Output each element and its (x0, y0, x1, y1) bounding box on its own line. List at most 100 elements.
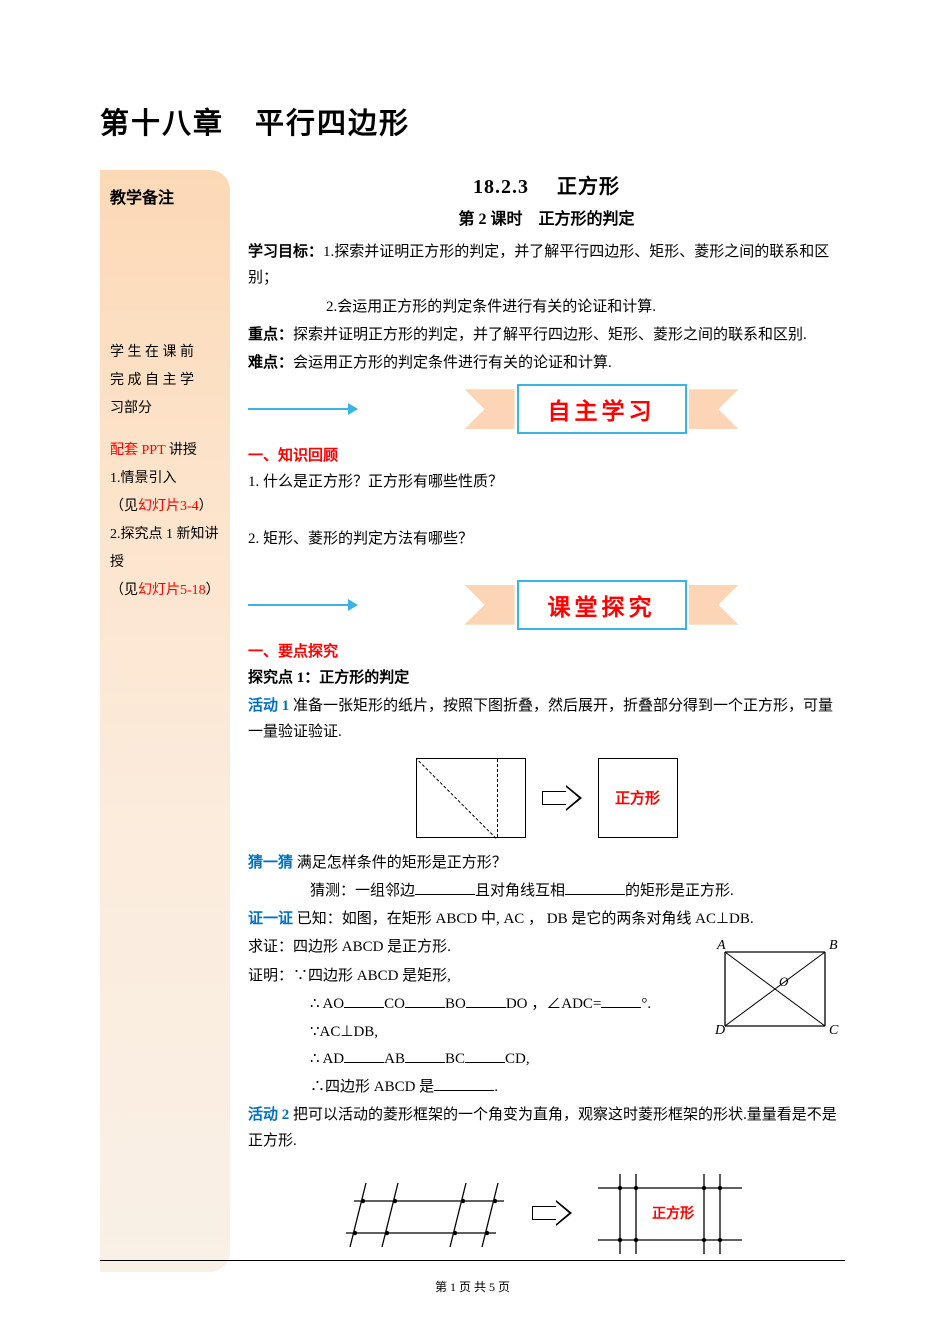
explore-pt-label: 探究点 1： (248, 670, 319, 686)
page-number: 第 1 页 共 5 页 (0, 1278, 945, 1295)
act1-label: 活动 1 (248, 698, 289, 714)
sidebar-note-precourse: 学 生 在 课 前 完 成 自 主 学 习部分 (110, 339, 220, 423)
ppt-label: PPT (142, 443, 166, 458)
lesson-pre: 第 (458, 211, 478, 228)
prove-given: 证一证 已知：如图，在矩形 ABCD 中, AC ， DB 是它的两条对角线 A… (248, 906, 845, 932)
difficulty: 难点：会运用正方形的判定条件进行有关的论证和计算. (248, 350, 845, 376)
big-arrow-icon (542, 785, 582, 811)
sub-post: ） (199, 499, 213, 514)
p4c: BC (445, 1051, 465, 1067)
big-arrow-icon (532, 1200, 572, 1226)
sidebar-title: 教学备注 (110, 184, 220, 214)
arrow-shaft (248, 408, 348, 410)
p4a: ∴ AD (310, 1051, 344, 1067)
sidebar-item-1-sub: （见幻灯片3-4） (110, 493, 220, 521)
sub-post: ） (206, 583, 220, 598)
p2a: ∴ AO (310, 996, 344, 1012)
blank[interactable] (344, 993, 384, 1008)
prove-l4: ∴ AD AB BC CD, (310, 1046, 845, 1074)
section-number: 18.2.3 正方形 (248, 170, 845, 199)
diff-text: 会运用正方形的判定条件进行有关的论证和计算. (293, 355, 612, 371)
footer-line (100, 1260, 845, 1261)
gs-post: 的矩形是正方形. (625, 883, 734, 899)
p5a: ∴四边形 ABCD 是 (310, 1079, 434, 1095)
keypoint: 重点：探索并证明正方形的判定，并了解平行四边形、矩形、菱形之间的联系和区别. (248, 322, 845, 348)
ribbon-right (689, 389, 739, 429)
result-square-2: 正方形 (652, 1205, 694, 1222)
arrow-head-icon (348, 599, 358, 611)
vertex-c: C (829, 1023, 839, 1038)
ribbon-left (465, 585, 515, 625)
prove-given-text: 已知：如图，在矩形 ABCD 中, AC ， DB 是它的两条对角线 AC⊥DB… (293, 911, 754, 927)
banner-row-2: 课堂探究 (248, 580, 845, 630)
blank[interactable] (434, 1076, 494, 1091)
pg-pre: 第 (435, 1280, 450, 1294)
blank[interactable] (415, 880, 475, 895)
goals: 学习目标：1.探索并证明正方形的判定，并了解平行四边形、矩形、菱形之间的联系和区… (248, 239, 845, 292)
lesson-title: 正方形的判定 (539, 211, 635, 228)
p4d: CD, (505, 1051, 530, 1067)
pg-post: 页 (495, 1280, 510, 1294)
chapter-title: 第十八章 平行四边形 (100, 100, 845, 142)
vertex-a: A (716, 938, 726, 953)
center-o: O (779, 974, 789, 989)
blank[interactable] (601, 993, 641, 1008)
section-num-val: 18.2.3 (473, 176, 529, 198)
act1-text: 准备一张矩形的纸片，按照下图折叠，然后展开，折叠部分得到一个正方形，可量一量验证… (248, 698, 833, 740)
section-title: 正方形 (557, 176, 620, 198)
square-diagram: A B C D O (705, 934, 845, 1044)
sidebar: 教学备注 学 生 在 课 前 完 成 自 主 学 习部分 配套 PPT 讲授 1… (100, 170, 230, 1272)
goal-1: 1.探索并证明正方形的判定，并了解平行四边形、矩形、菱形之间的联系和区别； (248, 244, 829, 286)
arrow-shaft (248, 604, 348, 606)
guess-label: 猜一猜 (248, 855, 293, 871)
content: 18.2.3 正方形 第 2 课时 正方形的判定 学习目标：1.探索并证明正方形… (248, 170, 845, 1272)
banner-explore: 课堂探究 (497, 580, 707, 630)
lesson-label: 第 2 课时 正方形的判定 (248, 205, 845, 229)
lesson-mid: 课时 (486, 211, 522, 228)
sub-red: 幻灯片3-4 (138, 499, 199, 514)
explore-header: 一、要点探究 (248, 640, 845, 661)
guess-line: 猜一猜 满足怎样条件的矩形是正方形？ (248, 850, 845, 876)
keypoint-label: 重点： (248, 327, 293, 343)
goal-2: 2.会运用正方形的判定条件进行有关的论证和计算. (326, 294, 845, 320)
activity-2: 活动 2 把可以活动的菱形框架的一个角变为直角，观察这时菱形框架的形状.量量看是… (248, 1102, 845, 1155)
ppt-pre: 配套 (110, 443, 142, 458)
sidebar-item-1: 1.情景引入 (110, 465, 220, 493)
vertex-d: D (714, 1023, 725, 1038)
review-header: 一、知识回顾 (248, 444, 845, 465)
gs-mid: 且对角线互相 (475, 883, 565, 899)
sidebar-ppt-label: 配套 PPT 讲授 (110, 437, 220, 465)
review-q2: 2. 矩形、菱形的判定方法有哪些？ (248, 526, 845, 552)
p4b: AB (384, 1051, 405, 1067)
banner-text: 课堂探究 (517, 580, 687, 630)
p2d: DO ，∠ADC= (506, 996, 602, 1012)
blank[interactable] (344, 1048, 384, 1063)
review-q1: 1. 什么是正方形？正方形有哪些性质？ (248, 469, 845, 495)
blank[interactable] (565, 880, 625, 895)
ppt-post: 讲授 (165, 443, 197, 458)
act2-text: 把可以活动的菱形框架的一个角变为直角，观察这时菱形框架的形状.量量看是不是正方形… (248, 1107, 837, 1149)
fold-diagonal (417, 759, 497, 839)
rhombus-diagram: 正方形 (248, 1168, 845, 1258)
p2e: °. (641, 996, 651, 1012)
prove-label: 证一证 (248, 911, 293, 927)
sidebar-item-2: 2.探究点 1 新知讲授 (110, 521, 220, 577)
ribbon-right (689, 585, 739, 625)
banner-text: 自主学习 (517, 384, 687, 434)
diff-label: 难点： (248, 355, 293, 371)
ribbon-left (465, 389, 515, 429)
fold-vertical (497, 759, 498, 837)
blank[interactable] (405, 1048, 445, 1063)
act2-label: 活动 2 (248, 1107, 289, 1123)
result-square-1: 正方形 (598, 758, 678, 838)
blank[interactable] (466, 993, 506, 1008)
sidebar-line: 学 生 在 课 前 (110, 339, 220, 367)
p2c: BO (445, 996, 466, 1012)
blank[interactable] (465, 1048, 505, 1063)
rhombus-frame-skew (344, 1173, 514, 1253)
rhombus-frame-square: 正方形 (590, 1168, 750, 1258)
arrow-head-icon (348, 403, 358, 415)
sub-pre: （见 (110, 583, 138, 598)
activity-1: 活动 1 准备一张矩形的纸片，按照下图折叠，然后展开，折叠部分得到一个正方形，可… (248, 693, 845, 746)
blank[interactable] (405, 993, 445, 1008)
